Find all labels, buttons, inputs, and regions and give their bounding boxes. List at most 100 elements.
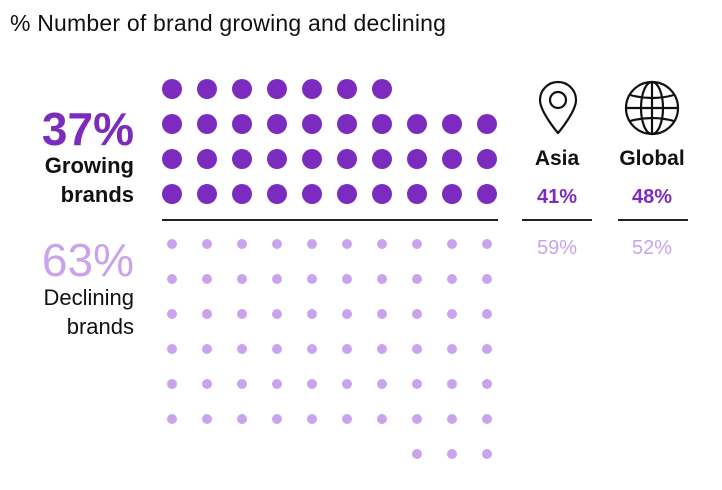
declining-dot [447,309,457,319]
declining-dot [447,274,457,284]
declining-dot [167,239,177,249]
declining-dot [377,344,387,354]
declining-dot [412,379,422,389]
declining-dot [272,414,282,424]
growing-dot [302,184,322,204]
declining-dot [342,379,352,389]
growing-label-line1: Growing [44,153,134,178]
growing-dot [267,114,287,134]
declining-dot [167,344,177,354]
growing-dot [232,184,252,204]
declining-dot [237,309,247,319]
region-name-asia: Asia [534,147,580,170]
growing-label: Growing brands [45,151,134,209]
region-name-global: Global [619,147,685,170]
declining-dot [447,379,457,389]
growing-dot [442,184,462,204]
growing-dot [477,184,497,204]
growing-dot [477,149,497,169]
location-pin-icon [534,80,582,141]
declining-dot [412,309,422,319]
declining-dot [237,239,247,249]
growing-dot [267,79,287,99]
growing-dot [162,184,182,204]
declining-dot [447,239,457,249]
growing-dot [372,149,392,169]
growing-dot [267,184,287,204]
declining-percent: 63% [41,234,134,286]
chart-title: % Number of brand growing and declining [10,10,447,36]
declining-dot [447,344,457,354]
declining-dot [272,344,282,354]
declining-dot [272,274,282,284]
declining-dot [412,344,422,354]
asia-divider [522,219,592,221]
declining-dot [377,414,387,424]
global-divider [618,219,688,221]
growing-dot [302,79,322,99]
declining-dot [237,379,247,389]
declining-dot [237,274,247,284]
declining-dot [412,274,422,284]
growing-dot [337,149,357,169]
declining-dot [202,379,212,389]
declining-dot [307,379,317,389]
growing-dot [372,114,392,134]
declining-dot [482,344,492,354]
declining-dot [447,449,457,459]
growing-dot [477,114,497,134]
declining-dot [307,414,317,424]
growing-dot [372,184,392,204]
declining-dot [482,379,492,389]
declining-dot [447,414,457,424]
declining-label-line1: Declining [43,285,135,310]
declining-dot [167,379,177,389]
declining-dot [482,274,492,284]
declining-dot [377,274,387,284]
asia-declining-percent: 59% [536,237,578,259]
growing-dot [232,149,252,169]
declining-dot [272,379,282,389]
declining-dot [307,239,317,249]
declining-dot [167,414,177,424]
main-divider [162,219,498,221]
declining-dot [202,274,212,284]
declining-dot [342,414,352,424]
declining-dot [412,414,422,424]
declining-dot [482,239,492,249]
declining-dot [307,274,317,284]
globe-icon [624,80,680,141]
declining-dot [342,274,352,284]
declining-dot [202,309,212,319]
growing-dot [407,184,427,204]
growing-dot [337,114,357,134]
declining-label-line2: brands [66,314,134,339]
declining-dot [167,274,177,284]
declining-dot [167,309,177,319]
declining-dot [342,309,352,319]
growing-dot [232,114,252,134]
growing-dot [197,79,217,99]
declining-dot [307,344,317,354]
growing-dot [337,79,357,99]
growing-dot [442,114,462,134]
growing-dot [197,184,217,204]
declining-dot [342,344,352,354]
declining-label: Declining brands [44,283,135,341]
growing-label-line2: brands [60,182,134,207]
growing-dot [302,149,322,169]
growing-dot [232,79,252,99]
growing-percent: 37% [41,103,134,155]
growing-dot [372,79,392,99]
growing-dot [162,79,182,99]
declining-dot [482,309,492,319]
declining-dot [237,414,247,424]
declining-dot [272,309,282,319]
growing-dot [407,114,427,134]
growing-dot [162,149,182,169]
declining-dot [377,239,387,249]
declining-dot [202,344,212,354]
declining-dot [202,414,212,424]
declining-dot [237,344,247,354]
